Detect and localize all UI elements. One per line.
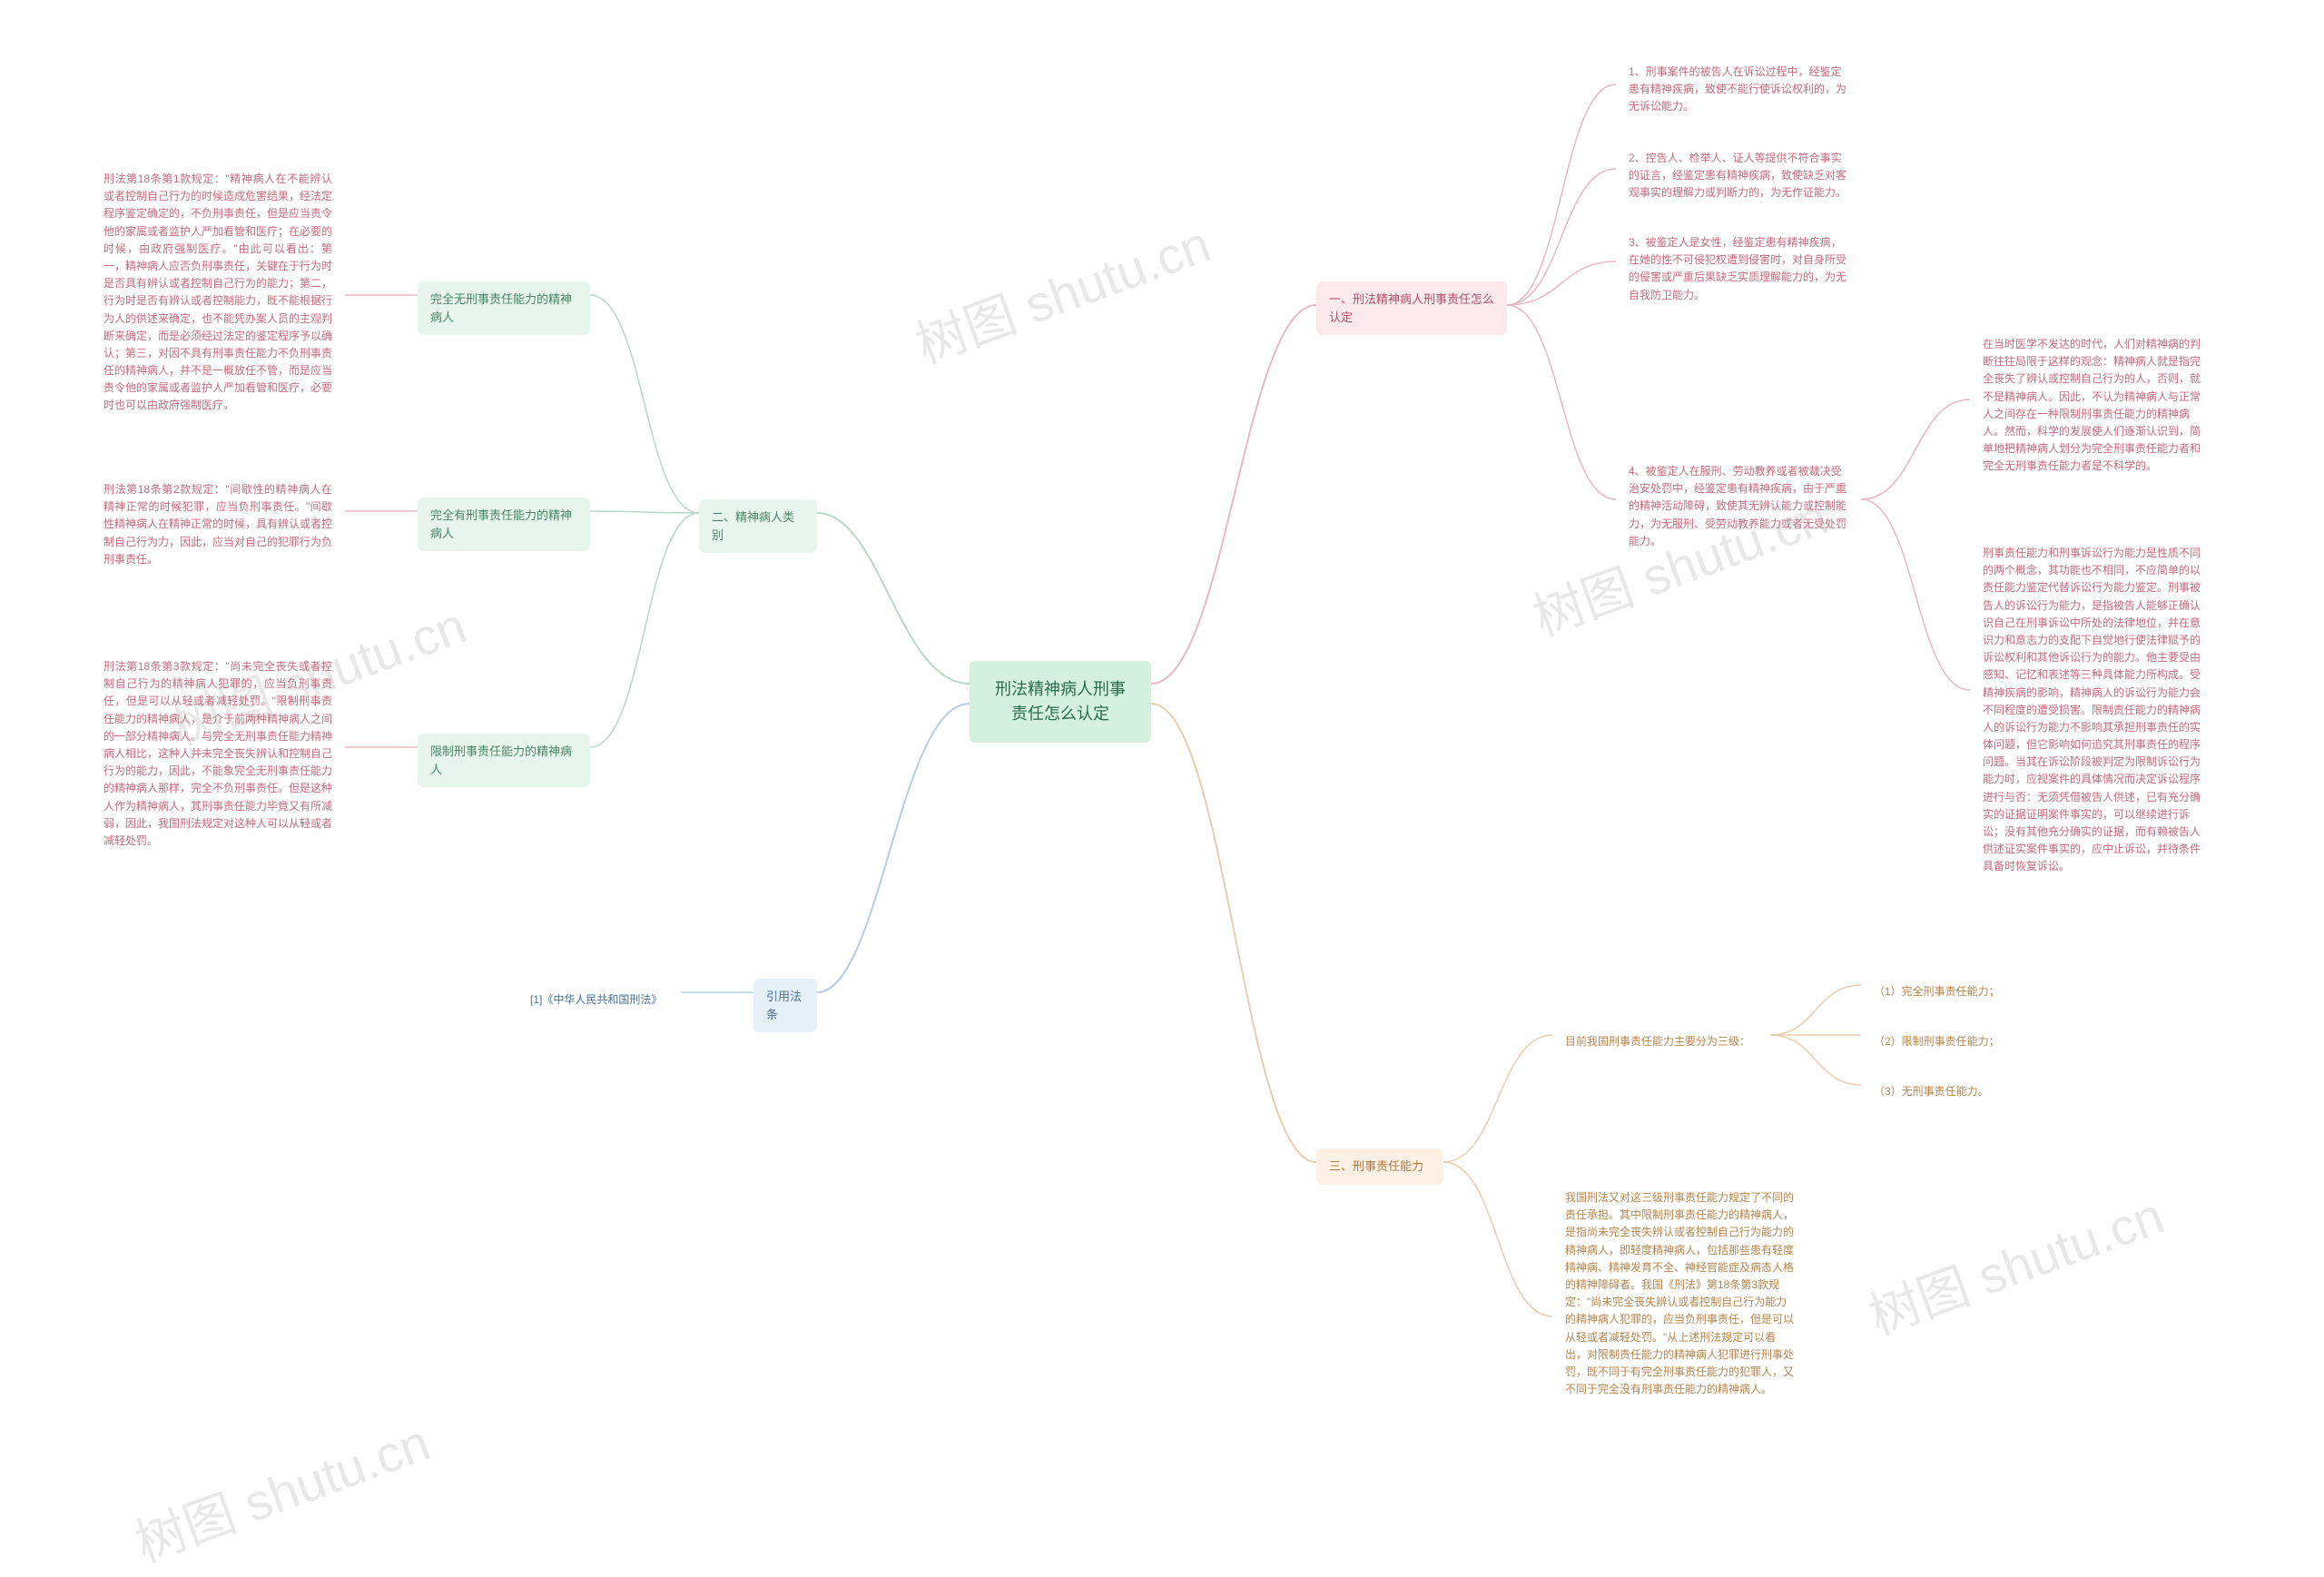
section3-desc: 我国刑法又对这三级刑事责任能力规定了不同的责任承担。其中限制刑事责任能力的精神病… bbox=[1552, 1180, 1807, 1407]
section3-level1: （1）完全刑事责任能力； bbox=[1861, 974, 2013, 1010]
section2-item1-desc: 刑法第18条第1款规定："精神病人在不能辨认或者控制自己行为的时候造成危害结果，… bbox=[91, 162, 345, 424]
section3-level3: （3）无刑事责任能力。 bbox=[1861, 1074, 2002, 1109]
section2-item1-label: 完全无刑事责任能力的精神病人 bbox=[418, 281, 590, 335]
ref-item: [1]《中华人民共和国刑法》 bbox=[517, 982, 675, 1017]
section3-levels-intro: 目前我国刑事责任能力主要分为三级： bbox=[1552, 1024, 1763, 1060]
watermark: 树图 shutu.cn bbox=[1857, 1175, 2172, 1349]
section2-item2-desc: 刑法第18条第2款规定："间歇性的精神病人在精神正常的时候犯罪，应当负刑事责任。… bbox=[91, 472, 345, 577]
section1-item3: 3、被鉴定人是女性，经鉴定患有精神疾病，在她的性不可侵犯权遭到侵害时，对自身所受… bbox=[1616, 225, 1861, 313]
ref-title: 引用法条 bbox=[753, 979, 817, 1032]
watermark: 树图 shutu.cn bbox=[904, 203, 1219, 378]
watermark: 树图 shutu.cn bbox=[123, 1402, 438, 1576]
section2-item3-desc: 刑法第18条第3款规定："尚未完全丧失或者控制自己行为的精神病人犯罪的，应当负刑… bbox=[91, 649, 345, 859]
section3-title: 三、刑事责任能力 bbox=[1316, 1148, 1443, 1185]
section1-item1: 1、刑事案件的被告人在诉讼过程中，经鉴定患有精神疾病，致使不能行使诉讼权利的，为… bbox=[1616, 54, 1861, 125]
section2-item3-label: 限制刑事责任能力的精神病人 bbox=[418, 734, 590, 787]
section1-item4: 4、被鉴定人在服刑、劳动教养或者被裁决受治安处罚中，经鉴定患有精神疾病，由于严重… bbox=[1616, 454, 1861, 559]
section1-item2: 2、控告人、检举人、证人等提供不符合事实的证言，经鉴定患有精神疾病，致使缺乏对客… bbox=[1616, 141, 1861, 212]
section1-title: 一、刑法精神病人刑事责任怎么认定 bbox=[1316, 281, 1507, 335]
section1-item4-note1: 在当时医学不发达的时代，人们对精神病的判断往往局限于这样的观念：精神病人就是指完… bbox=[1970, 327, 2215, 485]
section1-item4-note2: 刑事责任能力和刑事诉讼行为能力是性质不同的两个概念，其功能也不相同，不应简单的以… bbox=[1970, 536, 2215, 885]
section2-title: 二、精神病人类别 bbox=[699, 499, 817, 553]
center-node: 刑法精神病人刑事责任怎么认定 bbox=[970, 661, 1151, 743]
section2-item2-label: 完全有刑事责任能力的精神病人 bbox=[418, 498, 590, 551]
section3-level2: （2）限制刑事责任能力； bbox=[1861, 1024, 2013, 1060]
